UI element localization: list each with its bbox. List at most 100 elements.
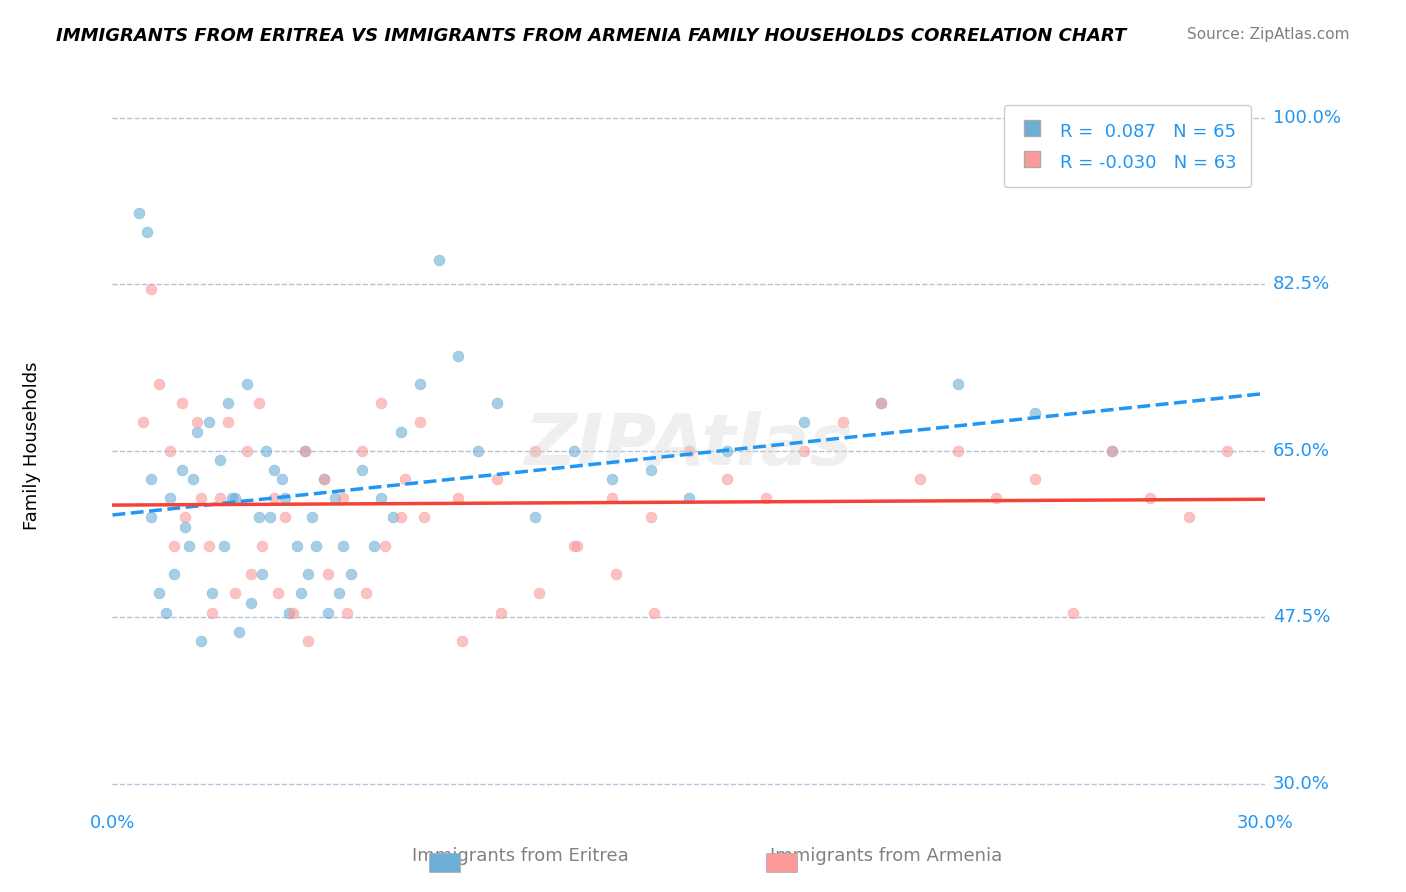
Text: 30.0%: 30.0% xyxy=(1272,775,1330,793)
Point xyxy=(163,567,186,582)
Point xyxy=(170,463,193,477)
Point xyxy=(427,253,450,268)
Point xyxy=(217,396,239,410)
Point xyxy=(352,443,374,458)
Point xyxy=(485,396,508,410)
Point xyxy=(281,606,304,620)
Point xyxy=(155,606,177,620)
Point xyxy=(363,539,385,553)
Point xyxy=(339,567,361,582)
Point xyxy=(159,443,181,458)
Point xyxy=(567,539,589,553)
Point xyxy=(1101,443,1123,458)
Point xyxy=(354,586,377,600)
Point xyxy=(274,510,297,524)
Point xyxy=(224,491,246,506)
Point xyxy=(412,510,434,524)
Point xyxy=(312,472,335,486)
Point xyxy=(278,606,301,620)
Point xyxy=(485,472,508,486)
Point xyxy=(600,472,623,486)
Point xyxy=(1177,510,1199,524)
Point xyxy=(239,596,262,610)
Point xyxy=(190,491,212,506)
Point xyxy=(328,586,350,600)
Point xyxy=(297,634,319,648)
Text: 82.5%: 82.5% xyxy=(1272,276,1330,293)
Point xyxy=(409,377,432,392)
Text: 65.0%: 65.0% xyxy=(1272,442,1330,459)
Point xyxy=(870,396,893,410)
Point xyxy=(212,539,235,553)
Point xyxy=(527,586,550,600)
Point xyxy=(389,425,412,439)
Point xyxy=(640,463,662,477)
Point xyxy=(325,491,347,506)
Point xyxy=(1139,491,1161,506)
Point xyxy=(290,586,312,600)
Point xyxy=(447,349,470,363)
Point xyxy=(312,472,335,486)
Point xyxy=(382,510,405,524)
Point xyxy=(201,586,224,600)
Point xyxy=(285,539,308,553)
Point xyxy=(136,225,159,239)
Point xyxy=(316,606,339,620)
Point xyxy=(221,491,243,506)
Point xyxy=(755,491,778,506)
Point xyxy=(1101,443,1123,458)
Point xyxy=(148,377,170,392)
Point xyxy=(678,443,700,458)
Point xyxy=(451,634,474,648)
Text: Family Households: Family Households xyxy=(22,362,41,530)
Point xyxy=(254,443,277,458)
Point xyxy=(228,624,250,639)
Point xyxy=(239,567,262,582)
Point xyxy=(562,539,585,553)
Point xyxy=(678,491,700,506)
Point xyxy=(247,396,270,410)
Text: 47.5%: 47.5% xyxy=(1272,608,1330,626)
Point xyxy=(409,415,432,429)
Point xyxy=(332,539,354,553)
Point xyxy=(252,567,274,582)
Point xyxy=(301,510,323,524)
Point xyxy=(562,443,585,458)
Text: 100.0%: 100.0% xyxy=(1272,109,1341,127)
Point xyxy=(186,415,208,429)
Point xyxy=(908,472,931,486)
Point xyxy=(139,510,162,524)
Point xyxy=(716,472,738,486)
Point xyxy=(870,396,893,410)
Point xyxy=(1024,472,1046,486)
Point xyxy=(274,491,297,506)
Point xyxy=(297,567,319,582)
Point xyxy=(640,510,662,524)
Point xyxy=(370,396,392,410)
Point xyxy=(139,282,162,296)
Point xyxy=(263,463,285,477)
Point xyxy=(600,491,623,506)
Point xyxy=(336,606,359,620)
Point xyxy=(148,586,170,600)
Point xyxy=(163,539,186,553)
Point xyxy=(986,491,1008,506)
Text: IMMIGRANTS FROM ERITREA VS IMMIGRANTS FROM ARMENIA FAMILY HOUSEHOLDS CORRELATION: IMMIGRANTS FROM ERITREA VS IMMIGRANTS FR… xyxy=(56,27,1126,45)
Point xyxy=(946,377,969,392)
Point xyxy=(946,443,969,458)
Point xyxy=(1216,443,1239,458)
Point xyxy=(190,634,212,648)
Point xyxy=(716,443,738,458)
Point xyxy=(174,510,197,524)
Point xyxy=(247,510,270,524)
Point xyxy=(179,539,201,553)
Point xyxy=(139,472,162,486)
Point xyxy=(294,443,316,458)
Point xyxy=(174,520,197,534)
Point xyxy=(305,539,328,553)
Point xyxy=(209,453,232,467)
Point xyxy=(197,539,219,553)
Point xyxy=(159,491,181,506)
Point xyxy=(197,415,219,429)
Point xyxy=(128,206,150,220)
